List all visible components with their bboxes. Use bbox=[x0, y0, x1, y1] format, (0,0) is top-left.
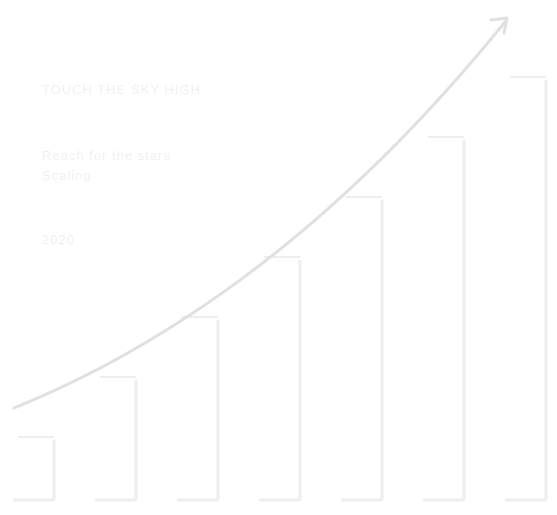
headline-text: TOUCH THE SKY HIGH bbox=[42, 82, 201, 97]
year-text: 2020 bbox=[42, 232, 75, 247]
trend-arrow-curve bbox=[12, 20, 507, 410]
subtitle-text: Reach for the stars Scaling bbox=[42, 146, 171, 186]
bars-group bbox=[13, 76, 548, 502]
trend-arrow-head bbox=[489, 16, 509, 35]
subtitle-line-1: Reach for the stars bbox=[42, 148, 171, 163]
subtitle-line-2: Scaling bbox=[42, 168, 92, 183]
